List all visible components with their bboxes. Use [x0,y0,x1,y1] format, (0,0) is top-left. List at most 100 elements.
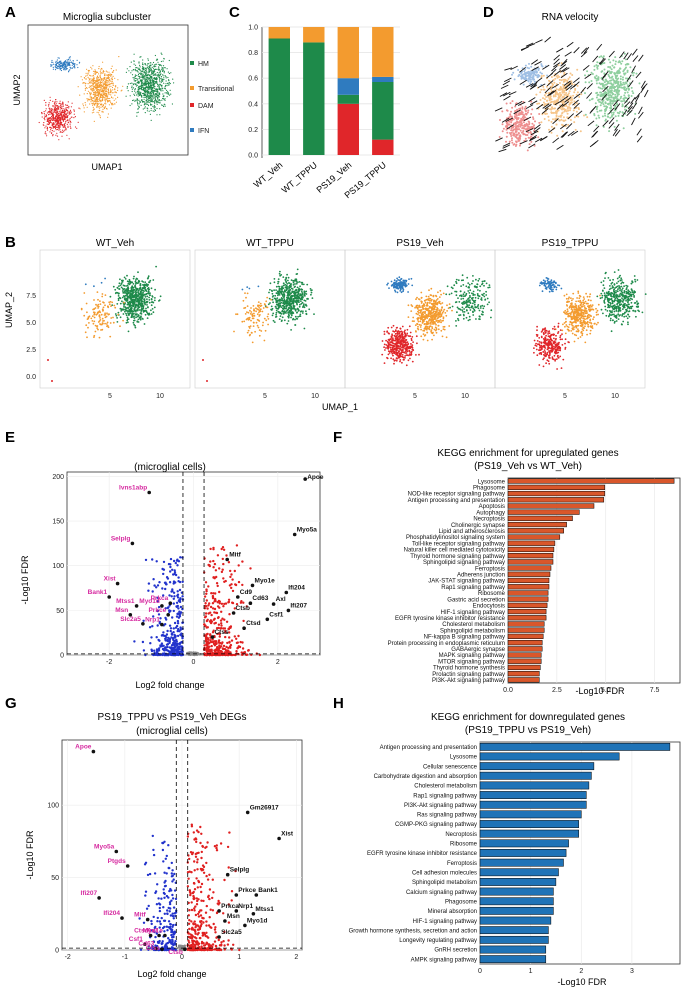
umap-point-hm [137,78,139,80]
umap-point-hm [161,70,164,72]
facet-point-transitional [96,291,99,293]
velocity-point-ifn [518,74,521,76]
velocity-point-hm [611,100,614,103]
umap-point-hm [140,93,142,96]
umap-point-transitional [94,99,96,101]
facet-point-hm [297,315,299,318]
umap-point-transitional [101,110,103,112]
umap-point-dam [59,111,61,113]
umap-point-dam [50,109,52,111]
umap-point-hm [159,92,161,94]
velocity-point-transitional [562,95,564,98]
facet-point-hm [292,281,295,284]
umap-point-ifn [73,66,75,68]
umap-point-transitional [107,88,109,91]
umap-point-hm [156,76,158,79]
velocity-point-dam [510,121,513,124]
facet-point-hm [130,287,133,290]
umap-point-dam [55,121,57,123]
facet-point-hm [154,297,156,299]
umap-point-transitional [93,82,95,84]
velocity-point-ifn [517,69,520,71]
umap-point-hm [150,100,153,102]
velocity-point-hm [593,65,596,68]
facet-point-transitional [249,309,251,312]
umap-point-hm [129,95,131,97]
facet-point-hm [275,300,278,303]
velocity-point-transitional [552,118,554,121]
umap-point-transitional [100,73,102,75]
umap-point-transitional [100,85,102,87]
velocity-point-ifn [524,64,527,67]
umap-point-transitional [110,89,112,92]
umap-point-transitional [106,93,108,95]
umap-point-hm [150,79,152,81]
umap-point-transitional [92,90,94,92]
umap-point-hm [145,89,147,91]
velocity-point-ifn [527,77,530,80]
facet-point-transitional [266,296,269,299]
umap-point-transitional [92,109,94,112]
umap-point-dam [66,123,68,125]
umap-point-hm [145,76,147,78]
facet-point-hm [278,288,281,291]
umap-point-transitional [105,91,107,93]
umap-point-hm [138,103,140,105]
umap-point-dam [53,113,55,116]
velocity-point-hm [611,102,614,105]
velocity-point-transitional [555,75,558,78]
facet-point-hm [297,281,299,284]
facet-point-hm [137,271,139,274]
umap-point-dam [65,107,67,109]
velocity-point-ifn [511,73,513,76]
umap-point-hm [151,73,153,75]
umap-point-dam [73,113,75,115]
velocity-point-dam [521,116,524,119]
umap-point-hm [151,70,153,72]
velocity-point-hm [606,98,609,101]
velocity-point-hm [624,91,627,94]
umap-point-hm [137,108,139,110]
umap-point-dam [58,120,60,122]
velocity-point-transitional [577,115,580,118]
umap-point-hm [145,64,147,66]
facet-point-hm [137,292,140,294]
umap-point-hm [151,77,153,79]
facet-point-hm [277,278,280,280]
facet-point-hm [137,318,140,321]
umap-point-dam [48,123,50,126]
velocity-point-transitional [569,72,572,75]
umap-point-transitional [104,102,106,104]
umap-point-ifn [69,59,71,61]
umap-point-hm [160,89,162,91]
umap-point-transitional [109,92,112,94]
umap-point-transitional [87,76,89,78]
umap-point-transitional [97,90,99,92]
umap-point-dam [67,115,69,117]
umap-point-transitional [96,97,98,99]
umap-point-hm [155,59,158,61]
facet-point-transitional [83,314,86,317]
umap-point-transitional [90,92,92,94]
umap-point-transitional [95,95,97,97]
umap-point-hm [159,69,161,71]
umap-point-transitional [107,77,109,79]
umap-point-dam [63,123,65,126]
umap-point-hm [158,85,160,87]
umap-point-hm [144,90,146,92]
umap-point-transitional [101,78,103,80]
velocity-point-hm [617,70,620,73]
facet-point-transitional [102,322,104,325]
umap-point-hm [142,101,144,103]
velocity-point-dam [515,114,518,117]
umap-point-dam [41,116,43,118]
velocity-point-dam [527,128,529,130]
velocity-point-transitional [570,97,573,99]
facet-point-hm [122,313,125,315]
facet-point-hm [126,316,129,319]
velocity-point-dam [524,137,527,140]
velocity-point-transitional [542,97,544,100]
umap-point-transitional [97,71,99,73]
umap-point-hm [153,101,155,103]
panel-a: Microglia subcluster UMAP1 UMAP2 HM Tran… [12,12,234,172]
